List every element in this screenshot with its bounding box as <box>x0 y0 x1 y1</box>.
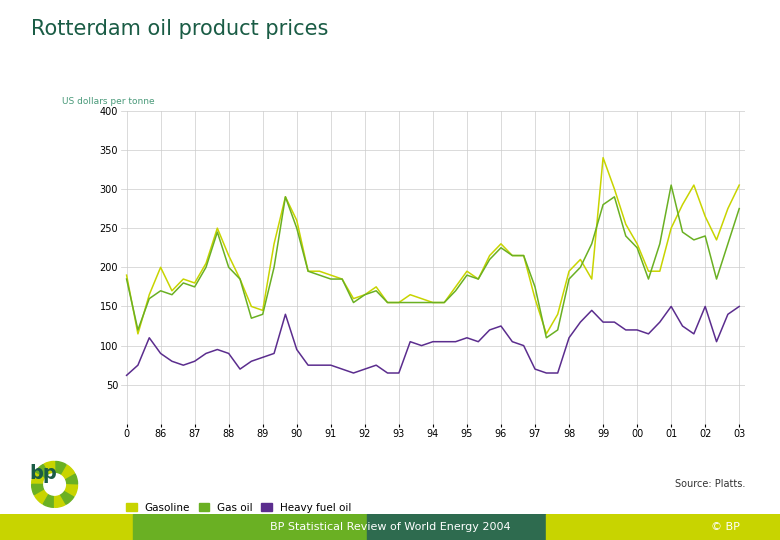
Text: BP Statistical Review of World Energy 2004: BP Statistical Review of World Energy 20… <box>270 522 510 532</box>
Legend: Gasoline, Gas oil, Heavy fuel oil: Gasoline, Gas oil, Heavy fuel oil <box>126 503 352 512</box>
Bar <box>0 514 133 540</box>
Circle shape <box>44 474 66 495</box>
Bar <box>546 514 780 540</box>
Bar <box>133 514 367 540</box>
Wedge shape <box>64 485 77 496</box>
Wedge shape <box>55 462 66 475</box>
Bar <box>367 514 546 540</box>
Text: © BP: © BP <box>711 522 740 532</box>
Wedge shape <box>60 465 74 479</box>
Wedge shape <box>43 494 55 507</box>
Wedge shape <box>64 474 77 484</box>
Wedge shape <box>60 490 74 504</box>
Wedge shape <box>55 494 66 508</box>
Text: Source: Platts.: Source: Platts. <box>675 478 745 489</box>
Wedge shape <box>35 490 49 504</box>
Wedge shape <box>32 473 45 484</box>
Text: Rotterdam oil product prices: Rotterdam oil product prices <box>31 19 328 39</box>
Text: bp: bp <box>29 464 57 483</box>
Wedge shape <box>44 461 55 475</box>
Text: US dollars per tonne: US dollars per tonne <box>62 97 154 106</box>
Wedge shape <box>35 464 49 478</box>
Wedge shape <box>32 484 45 495</box>
